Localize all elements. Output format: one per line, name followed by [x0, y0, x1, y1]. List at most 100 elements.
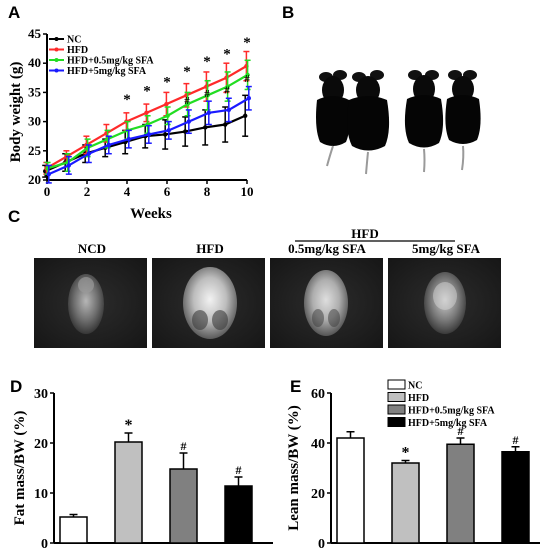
significance-star: * [125, 417, 133, 434]
data-point [126, 136, 131, 142]
panel-a-letter: A [8, 3, 20, 22]
legend-label: HFD [408, 393, 429, 404]
data-point [226, 107, 231, 113]
panel-c-label-high-sfa: 5mg/kg SFA [412, 241, 481, 256]
data-point [186, 119, 191, 124]
significance-hash: # [458, 424, 464, 438]
mri-image-hfd [152, 258, 265, 348]
panel-c: C HFD NCD HFD 0.5mg/kg SFA 5mg/kg SFA [8, 207, 501, 348]
significance-star: * [203, 54, 211, 70]
y-tick-label: 35 [28, 84, 42, 99]
legend-label: HFD [67, 45, 88, 56]
significance-hash: # [181, 439, 187, 453]
bar [336, 437, 365, 544]
legend-label: HFD+0.5mg/kg SFA [67, 56, 154, 67]
panel-d-bars: * # # [59, 417, 253, 544]
data-point [146, 132, 151, 137]
data-point [185, 101, 190, 107]
data-point [46, 171, 51, 177]
significance-hash: # [513, 433, 519, 447]
significance-hash: # [204, 88, 210, 100]
data-point [203, 125, 208, 130]
data-point [144, 110, 149, 116]
y-tick-label: 20 [34, 437, 48, 452]
significance-hash: # [236, 463, 242, 477]
panel-d-ylabel: Fat mass/BW (%) [12, 411, 28, 526]
data-point [106, 142, 112, 148]
panel-c-letter: C [8, 207, 20, 226]
significance-star: * [223, 47, 231, 63]
data-point [66, 163, 72, 168]
bar [391, 462, 420, 544]
data-point [164, 101, 169, 107]
panel-d: D Fat mass/BW (%) 0 10 20 30 * # # [10, 377, 273, 550]
panel-c-label-hfd: HFD [196, 241, 223, 256]
data-point [243, 113, 248, 118]
y-tick-label: 30 [34, 387, 48, 402]
mouse-photo-hfd [347, 70, 390, 175]
legend-label: NC [67, 35, 81, 46]
panel-e-bars: * # # [336, 424, 530, 544]
significance-star: * [143, 83, 151, 99]
mri-image-hfd-low-sfa [270, 258, 383, 348]
legend-swatch [387, 404, 406, 415]
legend-marker [54, 37, 59, 41]
y-tick-label: 30 [28, 114, 41, 129]
panel-e-ylabel: Lean mass/BW (%) [286, 405, 302, 531]
data-point [163, 132, 168, 137]
legend-swatch [387, 379, 406, 390]
data-point [225, 84, 230, 89]
y-tick-label: 0 [41, 537, 48, 550]
bar [224, 485, 253, 544]
bar [59, 516, 88, 544]
y-tick-label: 60 [311, 387, 325, 402]
y-tick-label: 20 [28, 172, 41, 187]
data-point [206, 110, 211, 116]
legend-label: HFD+5mg/kg SFA [408, 418, 488, 429]
mri-image-ncd [34, 258, 147, 348]
x-tick-label: 10 [241, 184, 254, 199]
panel-a: A Body weight (g) Weeks 0 2 4 6 8 10 20 25 30 35 4… [8, 3, 254, 222]
panel-c-label-low-sfa: 0.5mg/kg SFA [288, 241, 366, 256]
x-tick-label: 0 [44, 184, 51, 199]
significance-star: * [243, 35, 251, 51]
x-tick-label: 6 [164, 184, 171, 199]
bar [114, 441, 143, 544]
mouse-photo-hfd-low-sfa [404, 70, 444, 173]
panel-a-series [42, 50, 252, 184]
panel-a-ylabel: Body weight (g) [8, 62, 24, 163]
panel-b-letter: B [282, 3, 294, 22]
y-tick-label: 10 [34, 487, 48, 502]
data-point [86, 151, 92, 156]
y-tick-label: 40 [28, 55, 41, 70]
mouse-photo-nc [316, 70, 350, 167]
data-point [246, 96, 251, 101]
legend-swatch [387, 392, 406, 402]
panel-c-group-header: HFD [351, 226, 378, 241]
bar [501, 451, 530, 544]
significance-hash: # [244, 73, 250, 85]
significance-star: * [123, 92, 131, 108]
y-tick-label: 20 [311, 487, 325, 502]
data-point [223, 122, 228, 127]
y-tick-label: 40 [311, 437, 325, 452]
legend-label: HFD+5mg/kg SFA [67, 66, 147, 77]
data-point [166, 128, 171, 133]
legend-label: NC [408, 381, 422, 392]
panel-b: B [282, 3, 481, 175]
mri-image-hfd-high-sfa [388, 258, 501, 348]
mouse-photo-hfd-high-sfa [445, 70, 481, 171]
panel-a-annotations: * * * * * * * # # # # [123, 35, 251, 108]
legend-label: HFD+0.5mg/kg SFA [408, 406, 495, 417]
x-tick-label: 4 [124, 184, 131, 199]
data-point [205, 93, 210, 98]
significance-star: * [163, 75, 171, 91]
significance-hash: # [224, 85, 230, 97]
bar [446, 443, 475, 544]
bar [169, 468, 198, 544]
panel-e-letter: E [290, 377, 301, 396]
significance-star: * [402, 445, 410, 462]
y-tick-label: 0 [318, 537, 325, 550]
